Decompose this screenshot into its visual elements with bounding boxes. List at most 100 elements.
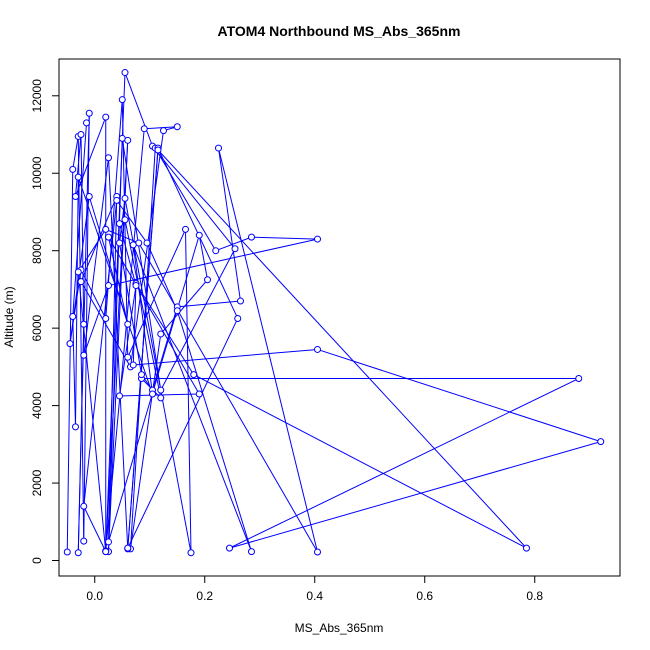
data-point (215, 144, 222, 152)
data-point (523, 544, 530, 552)
series-segment (229, 441, 601, 549)
data-point (157, 394, 165, 402)
series-segment (215, 236, 252, 252)
series-segment (160, 279, 208, 335)
x-tick-label: 0.6 (416, 589, 433, 603)
data-point (212, 247, 220, 255)
y-tick-label: 6000 (30, 314, 44, 341)
y-tick-label: 2000 (30, 469, 44, 496)
series-segment (75, 134, 82, 197)
series-segment (80, 281, 131, 368)
data-point (77, 131, 85, 139)
series-segment (218, 147, 318, 553)
data-point (314, 345, 321, 353)
series-segment (116, 200, 148, 244)
series-segment (83, 157, 109, 356)
series-segment (127, 318, 239, 549)
series-segment (160, 248, 236, 391)
data-point (124, 136, 132, 144)
data-point (248, 548, 255, 556)
data-point (74, 268, 82, 276)
data-point (190, 371, 198, 379)
data-point (121, 69, 129, 77)
series-segment (108, 157, 129, 549)
series-segment (185, 229, 192, 553)
data-point (113, 196, 121, 204)
data-point (105, 538, 112, 546)
data-point (124, 320, 132, 328)
series-segment (218, 147, 241, 302)
data-point (248, 233, 255, 241)
series-segment (127, 149, 159, 549)
data-point (66, 340, 74, 348)
data-point (314, 235, 321, 243)
series-segment (124, 72, 153, 147)
series-segment (127, 229, 186, 358)
data-point (102, 113, 110, 121)
series-segment (105, 228, 139, 244)
y-tick-label: 12000 (30, 79, 44, 113)
data-point (597, 438, 605, 446)
data-point (124, 544, 132, 552)
data-point (74, 173, 82, 181)
series-segment (132, 283, 137, 365)
x-axis-label: MS_Abs_365nm (295, 621, 384, 635)
data-point (575, 374, 583, 382)
data-point (182, 225, 189, 233)
data-point (154, 146, 162, 154)
data-point (63, 548, 71, 556)
y-tick-label: 0 (30, 557, 44, 564)
series-segment (177, 300, 241, 308)
data-point (173, 123, 181, 131)
data-point (72, 423, 79, 431)
data-point (80, 351, 88, 359)
data-point (74, 549, 82, 557)
y-axis-label: Altitude (m) (2, 286, 16, 347)
series-segment (75, 177, 79, 427)
series-segment (75, 116, 107, 197)
data-point (105, 282, 112, 290)
x-axis: 0.0 0.2 0.4 0.6 0.8 (86, 575, 543, 603)
series-segment (198, 235, 208, 280)
data-point (102, 548, 110, 556)
series-segment (176, 310, 252, 552)
series-segment (105, 128, 145, 551)
data-point (204, 276, 211, 284)
data-point (118, 96, 126, 104)
data-point (143, 239, 151, 247)
data-point (173, 307, 181, 315)
series-segment (108, 238, 318, 287)
data-point (116, 392, 123, 400)
x-tick-label: 0.0 (86, 589, 103, 603)
data-point (124, 353, 132, 361)
data-point (231, 245, 239, 253)
data-point (80, 537, 88, 545)
series-segment (121, 99, 129, 358)
data-point (121, 216, 129, 224)
data-point (72, 192, 79, 200)
data-point (187, 549, 195, 557)
series-segment (144, 126, 178, 130)
data-point (195, 231, 203, 239)
series-segment (108, 236, 200, 395)
series-segment (66, 169, 74, 552)
series-segment (77, 229, 107, 273)
data-point (77, 278, 85, 286)
data-point (129, 241, 137, 249)
series-segment (132, 244, 153, 395)
data-point (129, 361, 137, 369)
data-point (149, 390, 156, 398)
x-tick-label: 0.8 (526, 589, 543, 603)
data-point (314, 548, 321, 556)
series-segment (80, 269, 107, 319)
data-point (132, 282, 140, 290)
y-axis: 0 2000 4000 6000 8000 10000 12000 (30, 79, 60, 564)
series-segment (133, 348, 318, 366)
data-point (102, 225, 110, 233)
series-segment (124, 219, 162, 398)
series-segment (108, 196, 118, 542)
data-point (138, 371, 145, 379)
data-point (85, 192, 93, 200)
data-point (105, 154, 112, 162)
